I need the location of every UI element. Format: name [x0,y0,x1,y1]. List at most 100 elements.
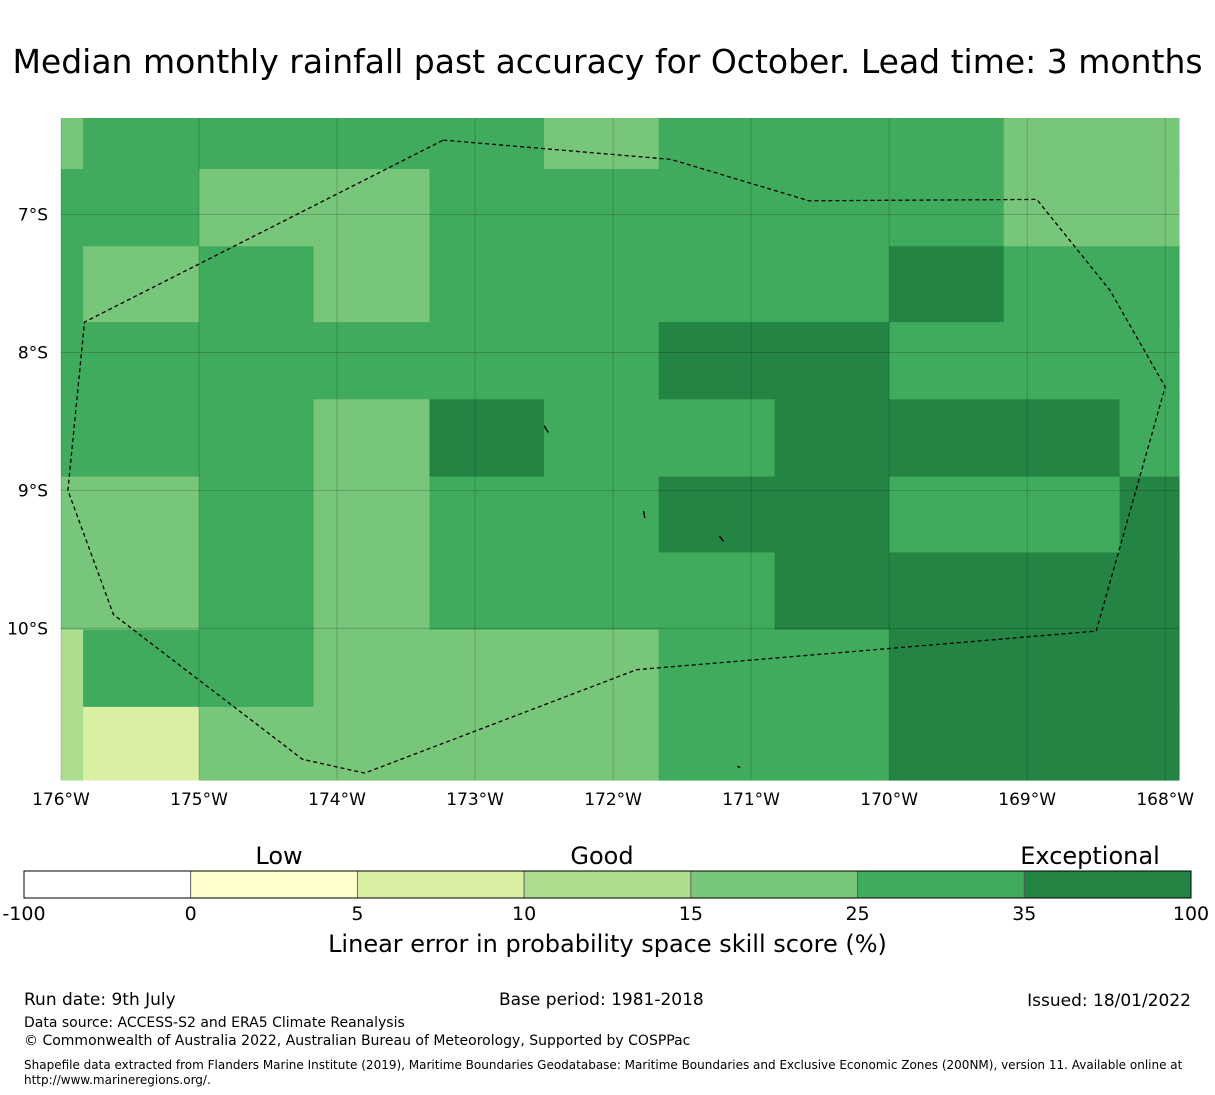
grid-cell [429,169,545,247]
grid-cell [889,322,1005,400]
grid-cell [199,476,315,554]
map-title: Median monthly rainfall past accuracy fo… [12,42,1203,81]
colorbar-swatch [690,870,858,899]
copyright: © Commonwealth of Australia 2022, Austra… [24,1033,691,1049]
grid-cell [429,246,545,323]
grid-cell [1003,629,1121,708]
grid-cell [199,552,315,631]
grid-cell [429,706,545,781]
longitude-tick-label: 170°W [860,790,918,810]
grid-cell [1003,169,1121,247]
colorbar-tick-label: 15 [679,903,703,925]
grid-cell [61,552,84,631]
grid-cell [658,399,776,478]
grid-cell [429,552,545,631]
grid-cell [83,399,200,478]
grid-cell [61,169,84,247]
latitude-tick-label: 8°S [18,343,48,363]
latitude-tick-label: 9°S [18,481,48,501]
grid-cell [1003,706,1121,781]
longitude-tick-label: 168°W [1136,790,1194,810]
colorbar-swatch [523,870,692,899]
island-coastline [543,425,549,433]
grid-cell [889,169,1005,247]
latitude-tick-label: 10°S [7,619,48,639]
grid-cell [1003,322,1121,400]
grid-cell [313,246,431,323]
grid-cells [61,118,1180,781]
colorbar-tick-label: 35 [1012,903,1036,925]
grid-cell [1119,552,1180,631]
colorbar-tick-label: -100 [2,903,45,925]
grid-cell [83,322,200,400]
grid-cell [889,476,1005,554]
grid-cell [313,552,431,631]
grid-cell [1003,246,1121,323]
grid-cell [1119,169,1180,247]
base-period: Base period: 1981-2018 [499,990,704,1010]
grid-cell [1119,246,1180,323]
legend-category-low: Low [255,842,303,870]
grid-cell [658,118,776,170]
island-coastline [642,510,646,519]
run-date: Run date: 9th July [24,990,176,1010]
grid-cell [83,629,200,708]
grid-cell [199,706,315,781]
colorbar-label: Linear error in probability space skill … [328,930,887,958]
longitude-tick-label: 171°W [722,790,780,810]
colorbar-tick-label: 25 [845,903,869,925]
grid-cell [61,322,84,400]
grid-cell [429,629,545,708]
grid-cell [544,552,660,631]
islands [543,425,741,769]
grid-cell [1119,322,1180,400]
grid-cell [199,399,315,478]
grid-cell [544,169,660,247]
colorbar-outline [23,870,1192,899]
grid-cell [83,118,200,170]
colorbar-swatch [23,870,192,899]
grid-cell [544,706,660,781]
grid-cell [61,399,84,478]
grid-cell [544,399,660,478]
grid-cell [199,169,315,247]
grid-cell [889,706,1005,781]
grid-cell [83,169,200,247]
colorbar-tick-label: 10 [512,903,536,925]
grid-cell [658,552,776,631]
longitude-tick-label: 172°W [584,790,642,810]
grid-cell [83,476,200,554]
grid-cell [313,169,431,247]
longitude-tick-label: 173°W [446,790,504,810]
grid-cell [889,246,1005,323]
latitude-ticks: 7°S 8°S 9°S 10°S [7,206,48,640]
grid-cell [658,706,776,781]
longitude-tick-label: 176°W [32,790,90,810]
grid-cell [1003,118,1121,170]
grid-cell [1003,399,1121,478]
colorbar: -100 0 5 10 15 25 35 100 [2,870,1209,925]
grid-cell [774,706,890,781]
grid-cell [889,118,1005,170]
grid-cell [61,706,84,781]
grid-cell [429,476,545,554]
skill-score-map: 176°W 175°W 174°W 173°W 172°W 171°W 170°W 169°W… [7,118,1194,810]
grid-cell [61,476,84,554]
grid-cell [774,476,890,554]
eez-boundary [67,139,1166,774]
grid-cell [658,169,776,247]
longitude-tick-label: 169°W [998,790,1056,810]
grid-cell [1119,118,1180,170]
grid-cell [889,399,1005,478]
colorbar-swatch [190,870,358,899]
grid-cell [313,476,431,554]
grid-cell [544,476,660,554]
grid-cell [544,118,660,170]
island-coastline [718,535,725,542]
colorbar-tick-label: 100 [1173,903,1209,925]
data-source: Data source: ACCESS-S2 and ERA5 Climate … [24,1015,405,1031]
issued-date: Issued: 18/01/2022 [1027,991,1191,1011]
grid-cell [313,706,431,781]
grid-cell [774,246,890,323]
longitude-ticks: 176°W 175°W 174°W 173°W 172°W 171°W 170°W 169°W… [32,790,1194,810]
